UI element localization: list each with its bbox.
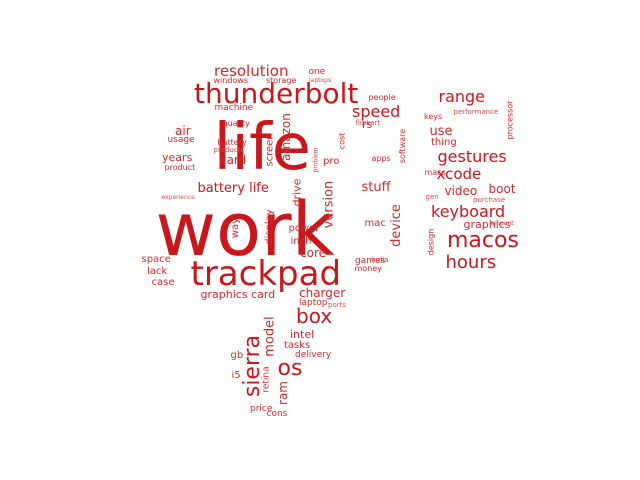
word-cons: cons	[266, 408, 288, 419]
word-amount: amount	[490, 220, 514, 227]
word-games: games	[355, 255, 386, 266]
word-windows: windows	[213, 76, 249, 85]
word-product: product	[164, 163, 196, 172]
word-cost: cost	[336, 132, 346, 150]
word-way: way	[230, 217, 242, 239]
word-india: india	[371, 255, 389, 264]
word-retina: retina	[261, 365, 272, 393]
word-model: model	[262, 315, 278, 357]
word-version: version	[321, 180, 337, 228]
word-gen: gen	[425, 192, 439, 201]
word-work: work	[155, 187, 335, 273]
word-lack: lack	[147, 266, 168, 277]
word-one: one	[308, 66, 326, 77]
word-core: core	[300, 246, 326, 260]
word-design: design	[425, 228, 435, 256]
word-xcode: xcode	[436, 164, 482, 183]
word-usage: usage	[167, 134, 195, 145]
word-device: device	[388, 203, 404, 247]
word-case: case	[151, 277, 175, 288]
word-battery-life: battery life	[197, 180, 269, 196]
word-life: life	[213, 111, 311, 185]
word-drive: drive	[290, 178, 304, 206]
word-graphics: graphics	[463, 217, 511, 231]
word-air: air	[175, 124, 191, 138]
word-flipkart: flipkart	[355, 118, 381, 127]
word-boot: boot	[488, 182, 516, 196]
word-screen: screen	[264, 133, 276, 167]
word-speed: speed	[352, 102, 401, 121]
word-charger: charger	[299, 286, 346, 300]
word-quality: quality	[222, 119, 250, 128]
word-money: money	[354, 264, 382, 273]
word-box: box	[296, 304, 333, 328]
word-i5: i5	[231, 370, 241, 381]
word-performance: performance	[453, 107, 499, 116]
word-video: video	[444, 184, 478, 198]
word-experience: experience	[161, 194, 195, 201]
word-macos: macos	[447, 228, 519, 253]
word-processor: processor	[504, 100, 514, 140]
word-battery: battery	[217, 138, 247, 147]
word-laptops: laptops	[309, 77, 332, 84]
word-use: use	[429, 123, 453, 139]
word-graphics-card: graphics card	[200, 287, 276, 301]
word-problem: problem	[311, 147, 319, 173]
word-stuff: stuff	[361, 179, 391, 195]
word-intel: intel	[290, 327, 315, 341]
word-inch: inch	[290, 236, 312, 247]
word-delivery: delivery	[295, 349, 332, 360]
word-machine: machine	[214, 102, 254, 113]
word-purchase: purchase	[473, 195, 506, 204]
word-ram: ram	[275, 381, 290, 405]
word-keys: keys	[424, 112, 443, 121]
word-os: os	[277, 356, 303, 381]
word-resolution: resolution	[214, 61, 289, 80]
word-display: display	[263, 209, 275, 245]
word-macs: macs	[424, 168, 446, 177]
word-gb: gb	[230, 350, 244, 361]
word-ports: ports	[328, 300, 346, 309]
word-laptop: laptop	[299, 297, 328, 308]
word-thing: thing	[431, 137, 457, 148]
word-tasks: tasks	[284, 340, 311, 351]
word-power: power	[288, 223, 320, 234]
word-apps: apps	[371, 154, 391, 163]
word-card: card	[220, 153, 247, 167]
word-keyboard: keyboard	[431, 202, 506, 221]
word-years: years	[162, 150, 193, 164]
word-mac: mac	[364, 218, 386, 229]
word-trackpad: trackpad	[190, 254, 342, 294]
word-amazon: amazon	[278, 113, 293, 161]
word-gestures: gestures	[437, 147, 507, 166]
word-range: range	[438, 87, 486, 106]
word-hours: hours	[445, 252, 497, 273]
word-pro: pro	[323, 156, 340, 167]
word-rs: rs	[362, 117, 373, 131]
word-products: products	[213, 145, 245, 154]
word-space: space	[141, 254, 171, 265]
word-people: people	[368, 93, 396, 102]
word-storage: storage	[266, 76, 297, 85]
word-thunderbolt: thunderbolt	[194, 77, 359, 110]
word-software: software	[398, 128, 408, 164]
word-price: price	[250, 403, 273, 414]
